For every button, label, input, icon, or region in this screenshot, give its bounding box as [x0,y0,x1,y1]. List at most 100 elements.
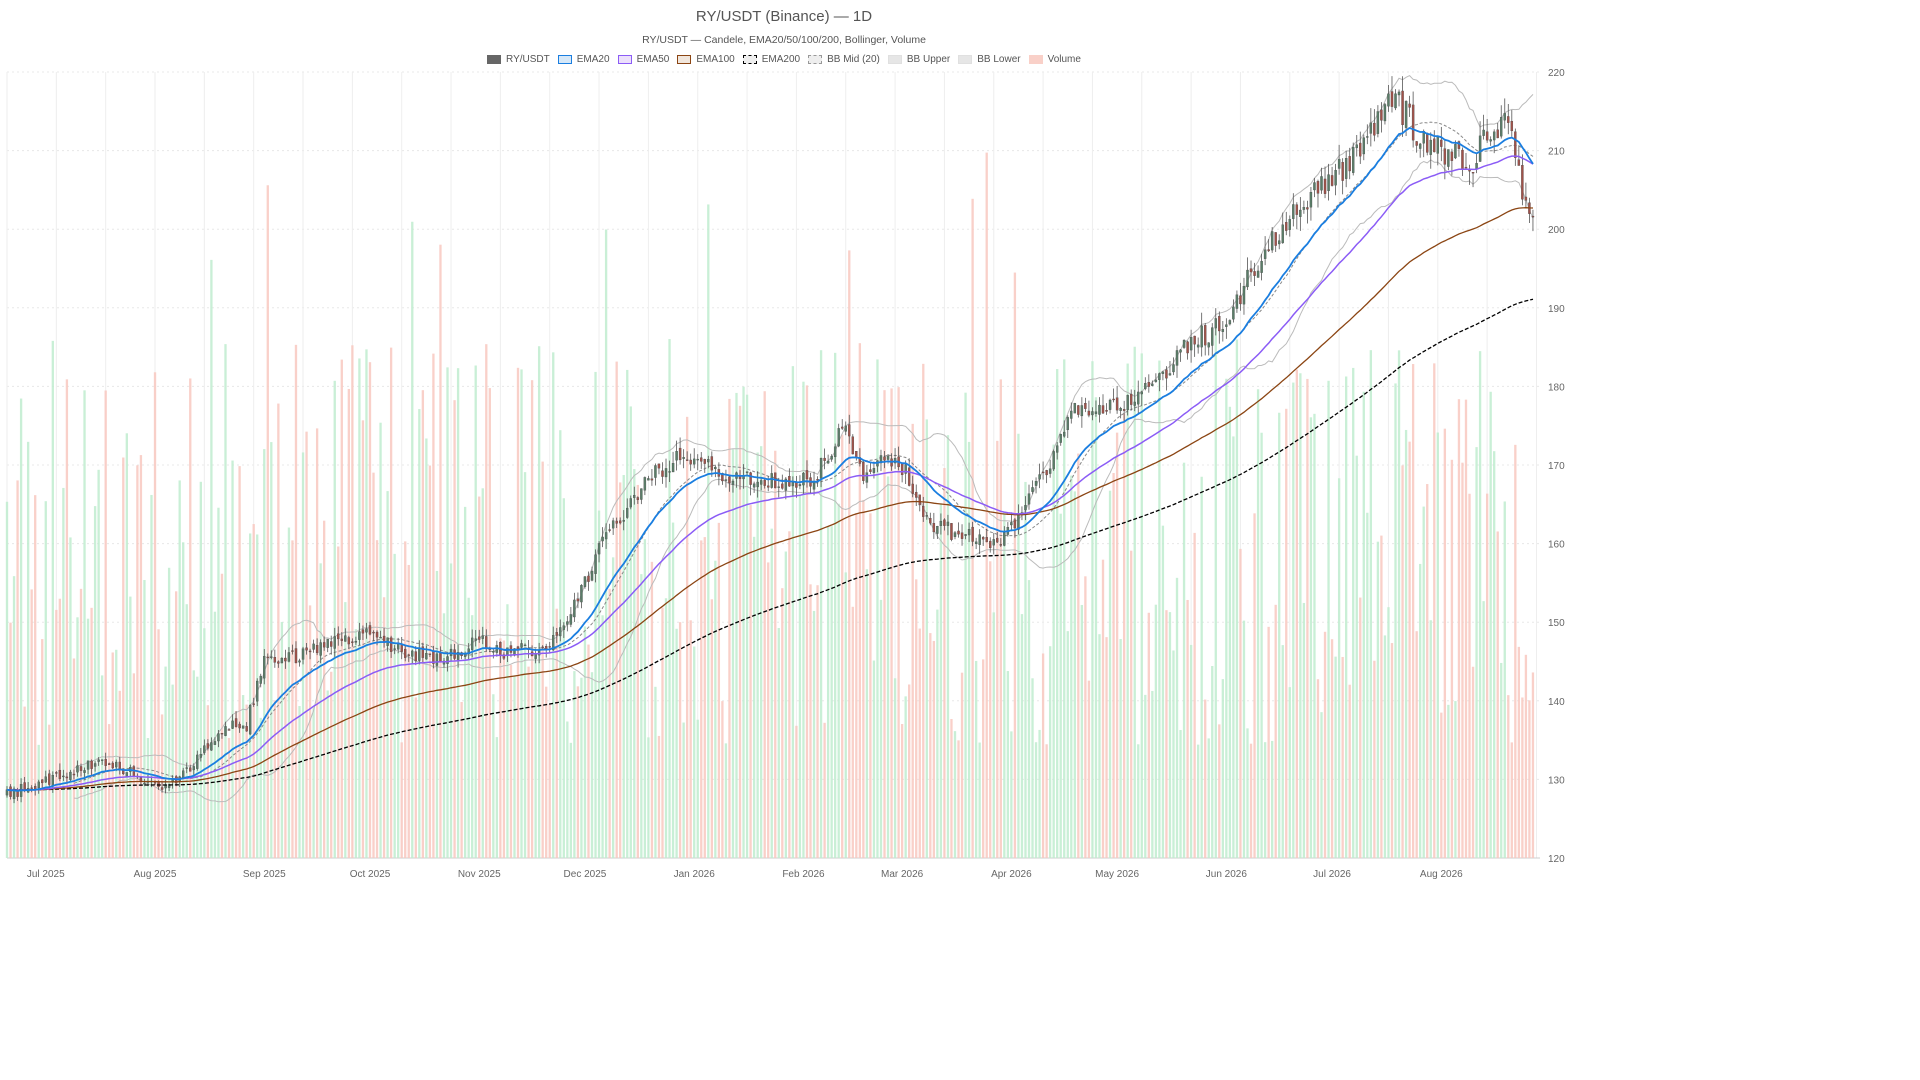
legend-item[interactable]: RY/USDT [487,54,550,65]
legend-swatch-icon [742,54,757,64]
candle-body [308,650,312,653]
volume-bar [527,666,530,858]
legend-item[interactable]: BB Mid (20) [808,54,880,65]
candle-body [502,654,506,659]
candle-body [964,534,967,536]
candle-body [319,642,322,656]
volume-bar [1034,742,1038,858]
volume-bar [731,449,735,858]
candle-body [974,541,978,545]
candle-body [312,643,315,650]
candle-body [1492,131,1496,141]
candle-body [943,519,946,526]
candle-body [1010,522,1013,526]
volume-bar [791,366,795,858]
legend-item[interactable]: EMA100 [677,54,735,65]
volume-bar [294,344,298,858]
candle-body [414,651,418,662]
legend-item[interactable]: EMA50 [617,54,669,65]
candle-body [749,472,752,485]
volume-bar [1020,614,1024,858]
volume-bar [1320,712,1323,858]
candle-body [1133,401,1136,406]
volume-bar [1263,742,1267,858]
candle-body [812,482,816,490]
candle-body [1228,320,1232,325]
volume-bar [1242,620,1246,858]
candle-body [918,494,921,506]
volume-bar [953,731,957,858]
legend-item[interactable]: BB Upper [887,54,950,65]
candle-body [580,585,583,603]
volume-bar [671,522,675,858]
candle-body [696,458,699,461]
volume-bar [1017,433,1020,858]
ema200-line [7,298,1534,791]
volume-bar [929,633,932,858]
volume-bar [1151,690,1154,858]
volume-bar [1080,604,1084,858]
volume-bar [738,405,742,858]
y-tick-label: 190 [1548,304,1565,315]
volume-bar [312,707,315,858]
candle-body [1126,395,1129,411]
volume-bar [1496,531,1499,858]
candle-body [1471,172,1475,174]
candle-body [629,498,632,508]
candle-body [685,459,689,461]
volume-bar [72,658,76,858]
candle-body [967,529,971,536]
volume-bar [1468,493,1471,858]
volume-bar [1422,506,1425,858]
volume-bar [1447,704,1450,858]
candle-body [622,519,625,522]
volume-bar [277,403,280,858]
candle-body [781,483,784,489]
candle-body [185,767,188,769]
volume-bar [463,506,467,858]
candle-body [90,760,93,769]
volume-bar [153,372,157,858]
candle-body [1239,295,1242,305]
candle-body [1376,111,1380,134]
legend-item[interactable]: EMA20 [557,54,610,65]
volume-bar [668,339,671,858]
volume-bar [654,686,657,858]
volume-bar [1253,513,1256,858]
candle-body [604,532,608,540]
volume-bar [1073,491,1076,858]
candle-body [848,424,851,437]
legend-label: Volume [1047,53,1081,65]
volume-bar [830,526,833,858]
candle-body [241,725,245,729]
candle-body [37,781,40,789]
volume-bar [1419,563,1422,858]
volume-bar [1172,650,1175,858]
y-tick-label: 150 [1548,618,1565,629]
volume-bar [1137,744,1140,858]
volume-bar [1443,428,1447,858]
candle-body [1503,113,1506,121]
candle-body [1352,147,1355,173]
candle-body [1278,240,1281,245]
volume-bar [700,540,703,858]
candle-body [248,705,252,735]
candle-body [555,632,558,636]
volume-bar [1130,550,1133,858]
volume-bar [1168,612,1172,858]
volume-bar [1330,639,1334,858]
volume-bar [1246,728,1249,858]
volume-bar [735,392,738,858]
candle-body [1048,468,1052,474]
legend-item[interactable]: BB Lower [958,54,1021,65]
candle-body [1387,93,1390,107]
candle-body [1087,410,1091,416]
volume-bar [231,460,234,858]
candle-body [1249,268,1253,273]
legend-item[interactable]: EMA200 [742,54,800,65]
legend-item[interactable]: Volume [1028,53,1081,65]
volume-bar [1436,432,1439,858]
y-tick-label: 210 [1548,147,1565,158]
candle-body [1507,116,1510,123]
candle-body [534,653,537,659]
